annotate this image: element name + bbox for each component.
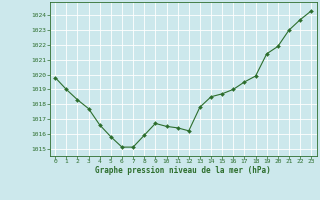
X-axis label: Graphe pression niveau de la mer (hPa): Graphe pression niveau de la mer (hPa)	[95, 166, 271, 175]
